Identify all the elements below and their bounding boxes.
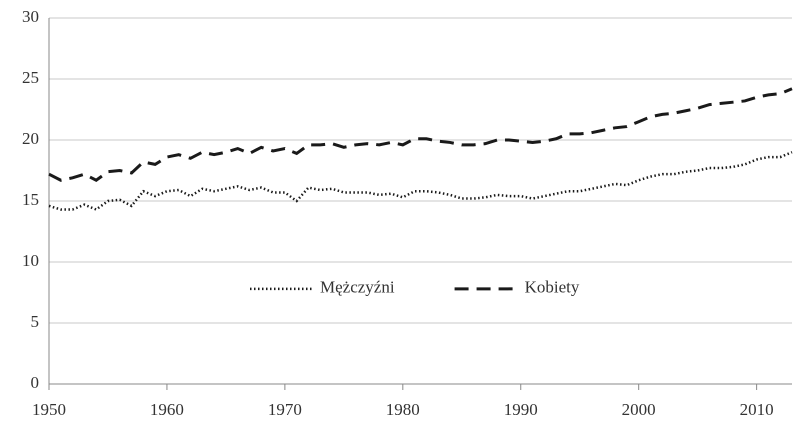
x-tick-label: 2010 [740, 400, 774, 419]
legend-label: Mężczyźni [320, 278, 395, 297]
x-tick-label: 1960 [150, 400, 184, 419]
line [48, 87, 793, 183]
x-tick-label: 1980 [386, 400, 420, 419]
y-tick-label: 10 [22, 251, 39, 270]
y-tick-label: 5 [31, 312, 40, 331]
y-tick-label: 30 [22, 7, 39, 26]
legend-label: Kobiety [525, 278, 580, 297]
x-tick-label: 2000 [622, 400, 656, 419]
x-tick-label: 1970 [268, 400, 302, 419]
y-tick-label: 15 [22, 190, 39, 209]
y-tick-label: 20 [22, 129, 39, 148]
y-tick-label: 25 [22, 68, 39, 87]
y-tick-label: 0 [31, 373, 40, 392]
line [48, 151, 793, 211]
x-tick-label: 1990 [504, 400, 538, 419]
x-tick-label: 1950 [32, 400, 66, 419]
